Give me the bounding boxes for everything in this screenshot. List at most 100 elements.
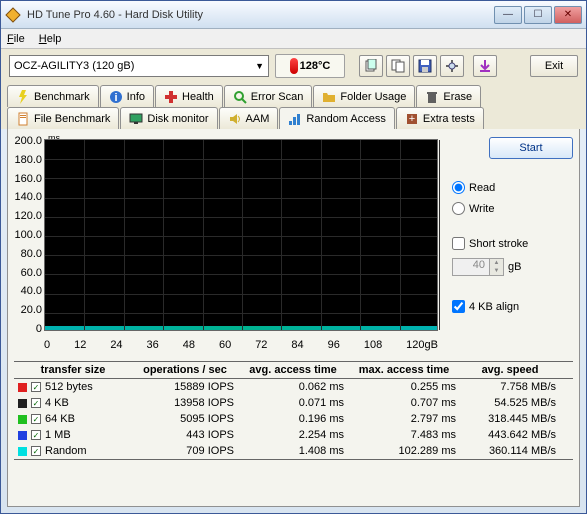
drive-selected-text: OCZ-AGILITY3 (120 gB) — [14, 60, 134, 72]
col-header-max: max. access time — [348, 362, 460, 378]
short-stroke-label: Short stroke — [469, 238, 528, 250]
tab-file-benchmark[interactable]: File Benchmark — [7, 107, 119, 129]
x-tick: 36 — [147, 339, 159, 351]
menu-help[interactable]: Help — [39, 33, 62, 45]
download-button[interactable] — [473, 55, 497, 77]
short-stroke-checkbox[interactable] — [452, 237, 465, 250]
access-time-chart: ms 200.0180.0160.0140.0120.0100.080.060.… — [14, 135, 444, 355]
minimize-button[interactable]: — — [494, 6, 522, 24]
y-tick: 40.0 — [21, 285, 42, 297]
row-ops: 15889 IOPS — [132, 379, 238, 395]
results-header: transfer size operations / sec avg. acce… — [14, 362, 573, 379]
save-button[interactable] — [413, 55, 437, 77]
maximize-button[interactable]: ☐ — [524, 6, 552, 24]
row-checkbox[interactable]: ✓ — [31, 398, 41, 408]
row-checkbox[interactable]: ✓ — [31, 414, 41, 424]
trash-icon — [425, 90, 439, 104]
y-tick: 80.0 — [21, 248, 42, 260]
row-max: 102.289 ms — [348, 443, 460, 459]
row-ops: 443 IOPS — [132, 427, 238, 443]
temperature-display: 128°C — [275, 54, 345, 78]
row-avg: 0.071 ms — [238, 395, 348, 411]
tab-erase[interactable]: Erase — [416, 85, 481, 107]
x-tick: 84 — [291, 339, 303, 351]
align-checkbox[interactable] — [452, 300, 465, 313]
tab-health[interactable]: Health — [155, 85, 223, 107]
tab-error-scan[interactable]: Error Scan — [224, 85, 313, 107]
row-spd: 54.525 MB/s — [460, 395, 560, 411]
row-size: Random — [45, 445, 87, 457]
row-max: 2.797 ms — [348, 411, 460, 427]
search-icon — [233, 90, 247, 104]
chart-data-line — [45, 326, 437, 330]
col-header-spd: avg. speed — [460, 362, 560, 378]
tab-label: File Benchmark — [34, 113, 110, 125]
tab-aam[interactable]: AAM — [219, 107, 279, 129]
drive-select[interactable]: OCZ-AGILITY3 (120 gB) ▼ — [9, 55, 269, 77]
menu-file[interactable]: File — [7, 33, 25, 45]
menubar: File Help — [1, 29, 586, 49]
x-tick: 0 — [44, 339, 50, 351]
file-icon — [16, 112, 30, 126]
row-size: 512 bytes — [45, 381, 93, 393]
align-label: 4 KB align — [469, 301, 519, 313]
temperature-value: 128°C — [300, 60, 331, 72]
folder-icon — [322, 90, 336, 104]
y-tick: 60.0 — [21, 267, 42, 279]
tab-benchmark[interactable]: Benchmark — [7, 85, 99, 107]
copy-text-button[interactable] — [359, 55, 383, 77]
row-color-icon — [18, 415, 27, 424]
dropdown-arrow-icon: ▼ — [255, 61, 264, 71]
row-ops: 5095 IOPS — [132, 411, 238, 427]
x-tick: 96 — [328, 339, 340, 351]
row-spd: 360.114 MB/s — [460, 443, 560, 459]
read-radio[interactable] — [452, 181, 465, 194]
row-checkbox[interactable]: ✓ — [31, 382, 41, 392]
row-size: 1 MB — [45, 429, 71, 441]
row-avg: 1.408 ms — [238, 443, 348, 459]
x-tick: 60 — [219, 339, 231, 351]
col-header-size: transfer size — [14, 362, 132, 378]
x-tick: 24 — [110, 339, 122, 351]
row-spd: 318.445 MB/s — [460, 411, 560, 427]
row-color-icon — [18, 447, 27, 456]
col-header-avg: avg. access time — [238, 362, 348, 378]
x-tick: 72 — [255, 339, 267, 351]
tab-extra-tests[interactable]: +Extra tests — [396, 107, 484, 129]
row-spd: 443.642 MB/s — [460, 427, 560, 443]
results-row: ✓512 bytes15889 IOPS0.062 ms0.255 ms7.75… — [14, 379, 573, 395]
y-tick: 0 — [36, 323, 42, 335]
write-radio[interactable] — [452, 202, 465, 215]
read-label: Read — [469, 182, 495, 194]
start-button[interactable]: Start — [489, 137, 573, 159]
app-icon — [5, 7, 21, 23]
main-window: HD Tune Pro 4.60 - Hard Disk Utility — ☐… — [0, 0, 587, 514]
tab-random-access[interactable]: Random Access — [279, 107, 394, 129]
row-avg: 0.062 ms — [238, 379, 348, 395]
options-button[interactable] — [440, 55, 464, 77]
monitor-icon — [129, 112, 143, 126]
y-tick: 120.0 — [14, 210, 42, 222]
random-icon — [288, 112, 302, 126]
short-stroke-input[interactable]: 40 ▲▼ — [452, 258, 504, 276]
tab-label: Erase — [443, 91, 472, 103]
tab-label: Folder Usage — [340, 91, 406, 103]
copy-screenshot-button[interactable] — [386, 55, 410, 77]
row-ops: 709 IOPS — [132, 443, 238, 459]
row-size: 64 KB — [45, 413, 75, 425]
tab-label: Extra tests — [423, 113, 475, 125]
tab-info[interactable]: iInfo — [100, 85, 154, 107]
tab-label: Benchmark — [34, 91, 90, 103]
y-tick: 180.0 — [14, 154, 42, 166]
tab-label: Info — [127, 91, 145, 103]
close-button[interactable]: ✕ — [554, 6, 582, 24]
exit-button[interactable]: Exit — [530, 55, 578, 77]
row-checkbox[interactable]: ✓ — [31, 446, 41, 456]
results-table: transfer size operations / sec avg. acce… — [14, 361, 573, 460]
tab-disk-monitor[interactable]: Disk monitor — [120, 107, 217, 129]
row-checkbox[interactable]: ✓ — [31, 430, 41, 440]
tab-folder-usage[interactable]: Folder Usage — [313, 85, 415, 107]
x-tick: 12 — [74, 339, 86, 351]
y-axis: 200.0180.0160.0140.0120.0100.080.060.040… — [14, 135, 42, 335]
tab-row-2: File Benchmark Disk monitorAAMRandom Acce… — [1, 107, 586, 129]
